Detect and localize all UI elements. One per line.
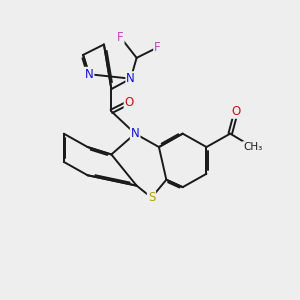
Text: CH₃: CH₃ xyxy=(243,142,262,152)
Text: S: S xyxy=(148,191,155,204)
Text: O: O xyxy=(124,96,134,109)
Text: F: F xyxy=(154,41,161,54)
Text: N: N xyxy=(131,127,140,140)
Text: O: O xyxy=(232,105,241,118)
Text: N: N xyxy=(126,72,135,85)
Text: N: N xyxy=(85,68,93,81)
Text: F: F xyxy=(117,31,124,44)
